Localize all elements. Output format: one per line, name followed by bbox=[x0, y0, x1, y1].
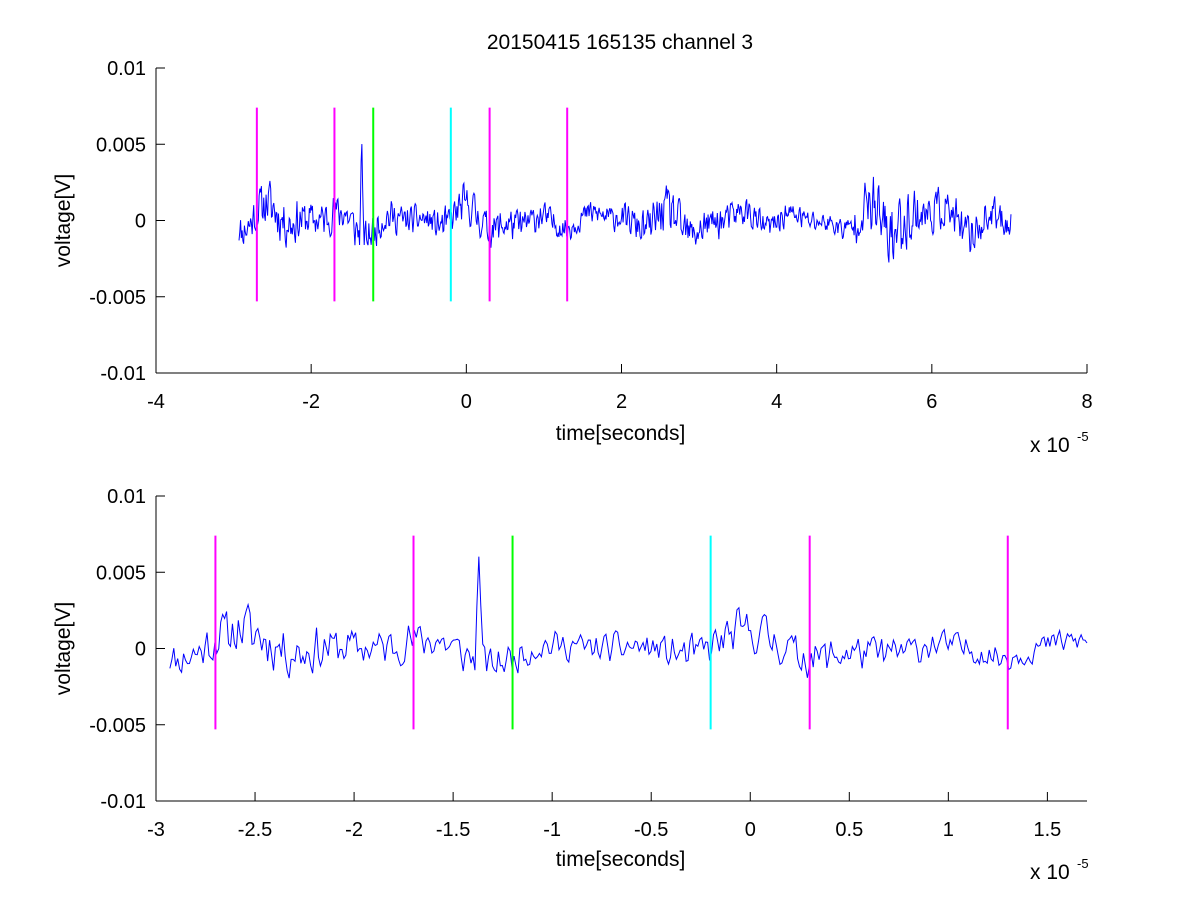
y-tick-label: -0.01 bbox=[100, 791, 146, 813]
y-tick-label: -0.005 bbox=[89, 715, 146, 737]
x-tick-label: 8 bbox=[1081, 391, 1092, 413]
x-tick-label: 0 bbox=[745, 819, 756, 841]
y-tick-label: 0 bbox=[135, 639, 146, 661]
y-tick-label: 0.01 bbox=[107, 486, 146, 508]
top-panel: -4 -2 0 2 4 6 8 -0.01 -0.005 0 0.005 0.01 time[secon… bbox=[52, 58, 1093, 457]
y-tick-label: -0.01 bbox=[100, 363, 146, 385]
y-axis-label: voltage[V] bbox=[52, 174, 75, 267]
y-tick-label: 0 bbox=[135, 211, 146, 233]
x-tick-label: -2 bbox=[345, 819, 363, 841]
signal-trace bbox=[169, 556, 1088, 679]
x-tick-label: -2 bbox=[302, 391, 320, 413]
y-tick-label: -0.005 bbox=[89, 287, 146, 309]
x-tick-label: -0.5 bbox=[634, 819, 668, 841]
x-tick-label: -2.5 bbox=[238, 819, 272, 841]
x-tick-label: 0 bbox=[461, 391, 472, 413]
y-axis-label: voltage[V] bbox=[52, 602, 75, 695]
x-tick-label: 0.5 bbox=[835, 819, 863, 841]
x-tick-label: -3 bbox=[147, 819, 165, 841]
x-axis-label: time[seconds] bbox=[556, 848, 686, 871]
x-tick-label: 6 bbox=[926, 391, 937, 413]
y-tick-label: 0.01 bbox=[107, 58, 146, 80]
x-exponent-label: x 10 bbox=[1030, 434, 1070, 457]
x-exponent-superscript: -5 bbox=[1077, 429, 1089, 444]
y-tick-label: 0.005 bbox=[96, 134, 146, 156]
bottom-panel: -3 -2.5 -2 -1.5 -1 -0.5 0 0.5 1 1.5 -0.01 -0.005 0 0.… bbox=[52, 486, 1089, 884]
y-tick-label: 0.005 bbox=[96, 562, 146, 584]
x-tick-label: -4 bbox=[147, 391, 165, 413]
x-tick-label: 1.5 bbox=[1033, 819, 1061, 841]
signal-trace bbox=[238, 144, 1012, 263]
x-tick-label: -1.5 bbox=[436, 819, 470, 841]
x-exponent-superscript: -5 bbox=[1077, 856, 1089, 871]
x-tick-label: 1 bbox=[943, 819, 954, 841]
chart-title: 20150415 165135 channel 3 bbox=[487, 31, 753, 54]
x-exponent-label: x 10 bbox=[1030, 861, 1070, 884]
x-tick-label: 2 bbox=[616, 391, 627, 413]
x-tick-label: -1 bbox=[543, 819, 561, 841]
x-tick-label: 4 bbox=[771, 391, 782, 413]
x-axis-label: time[seconds] bbox=[556, 422, 686, 445]
